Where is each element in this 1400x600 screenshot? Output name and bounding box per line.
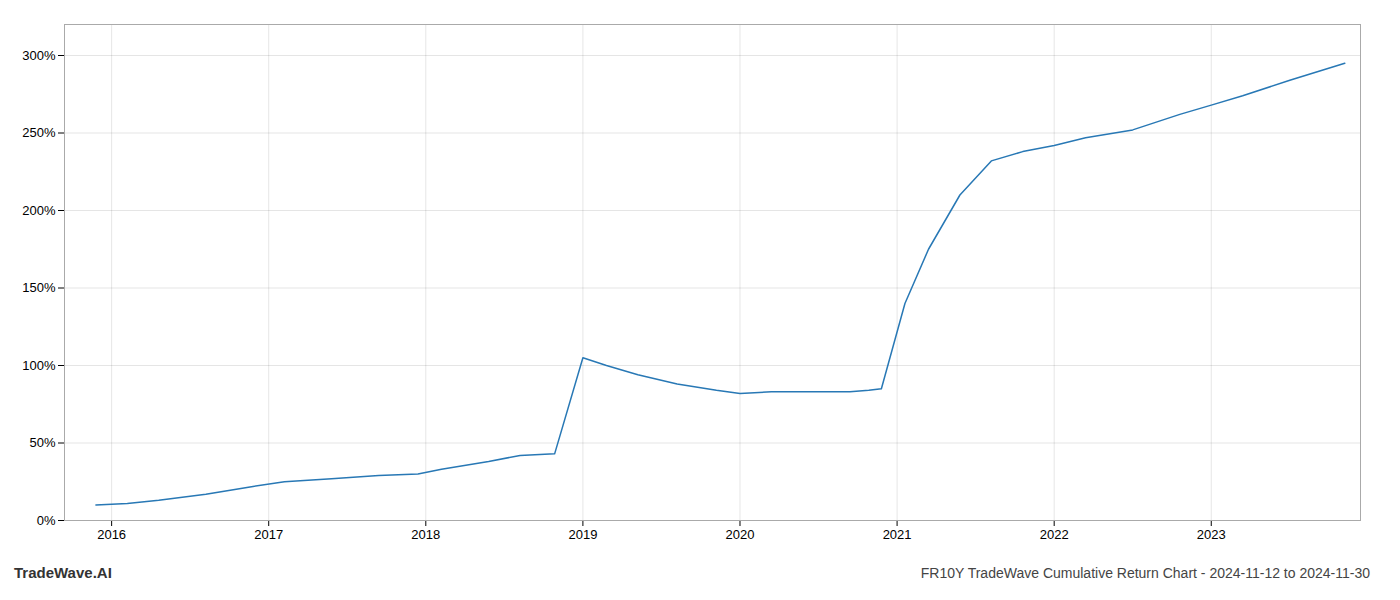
svg-text:2020: 2020 [726,527,755,542]
svg-text:150%: 150% [22,280,56,295]
svg-text:2022: 2022 [1040,527,1069,542]
svg-text:200%: 200% [22,203,56,218]
svg-text:0%: 0% [37,513,56,528]
html-text:TradeWave.AI: TradeWave.AI [14,564,112,581]
svg-text:300%: 300% [22,48,56,63]
svg-text:2016: 2016 [97,527,126,542]
svg-text:250%: 250% [22,125,56,140]
svg-text:2018: 2018 [411,527,440,542]
svg-text:2021: 2021 [883,527,912,542]
svg-text:2017: 2017 [254,527,283,542]
svg-text:2019: 2019 [568,527,597,542]
svg-text:50%: 50% [29,435,55,450]
svg-text:2023: 2023 [1197,527,1226,542]
html-text:FR10Y TradeWave Cumulative Ret: FR10Y TradeWave Cumulative Return Chart … [920,565,1370,581]
svg-text:100%: 100% [22,358,56,373]
